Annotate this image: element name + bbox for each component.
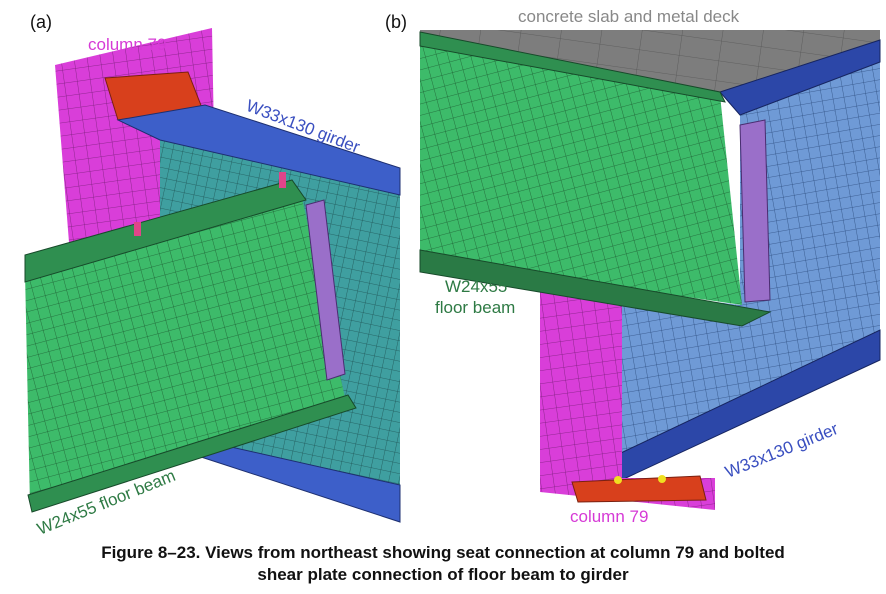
bolt bbox=[658, 475, 666, 483]
stud bbox=[279, 172, 286, 188]
bolt bbox=[614, 476, 622, 484]
annotation: W24x55 bbox=[445, 277, 507, 296]
panel-label: (b) bbox=[385, 12, 407, 32]
annotation: column 79 bbox=[570, 507, 648, 526]
stud bbox=[134, 222, 141, 236]
page: (a) column 79 W33x130 girder W24x55 floo… bbox=[0, 0, 886, 594]
caption-line: shear plate connection of floor beam to … bbox=[257, 565, 629, 584]
annotation: floor beam bbox=[435, 298, 515, 317]
shear-plate bbox=[740, 120, 770, 302]
annotation: column 79 bbox=[88, 35, 166, 54]
annotation: W33x130 girder bbox=[722, 419, 841, 482]
panel-a-illustration bbox=[25, 28, 400, 522]
panel-label: (a) bbox=[30, 12, 52, 32]
annotation: concrete slab and metal deck bbox=[518, 7, 740, 26]
figure: (a) column 79 W33x130 girder W24x55 floo… bbox=[0, 0, 886, 594]
caption-line: Figure 8–23. Views from northeast showin… bbox=[101, 543, 785, 562]
